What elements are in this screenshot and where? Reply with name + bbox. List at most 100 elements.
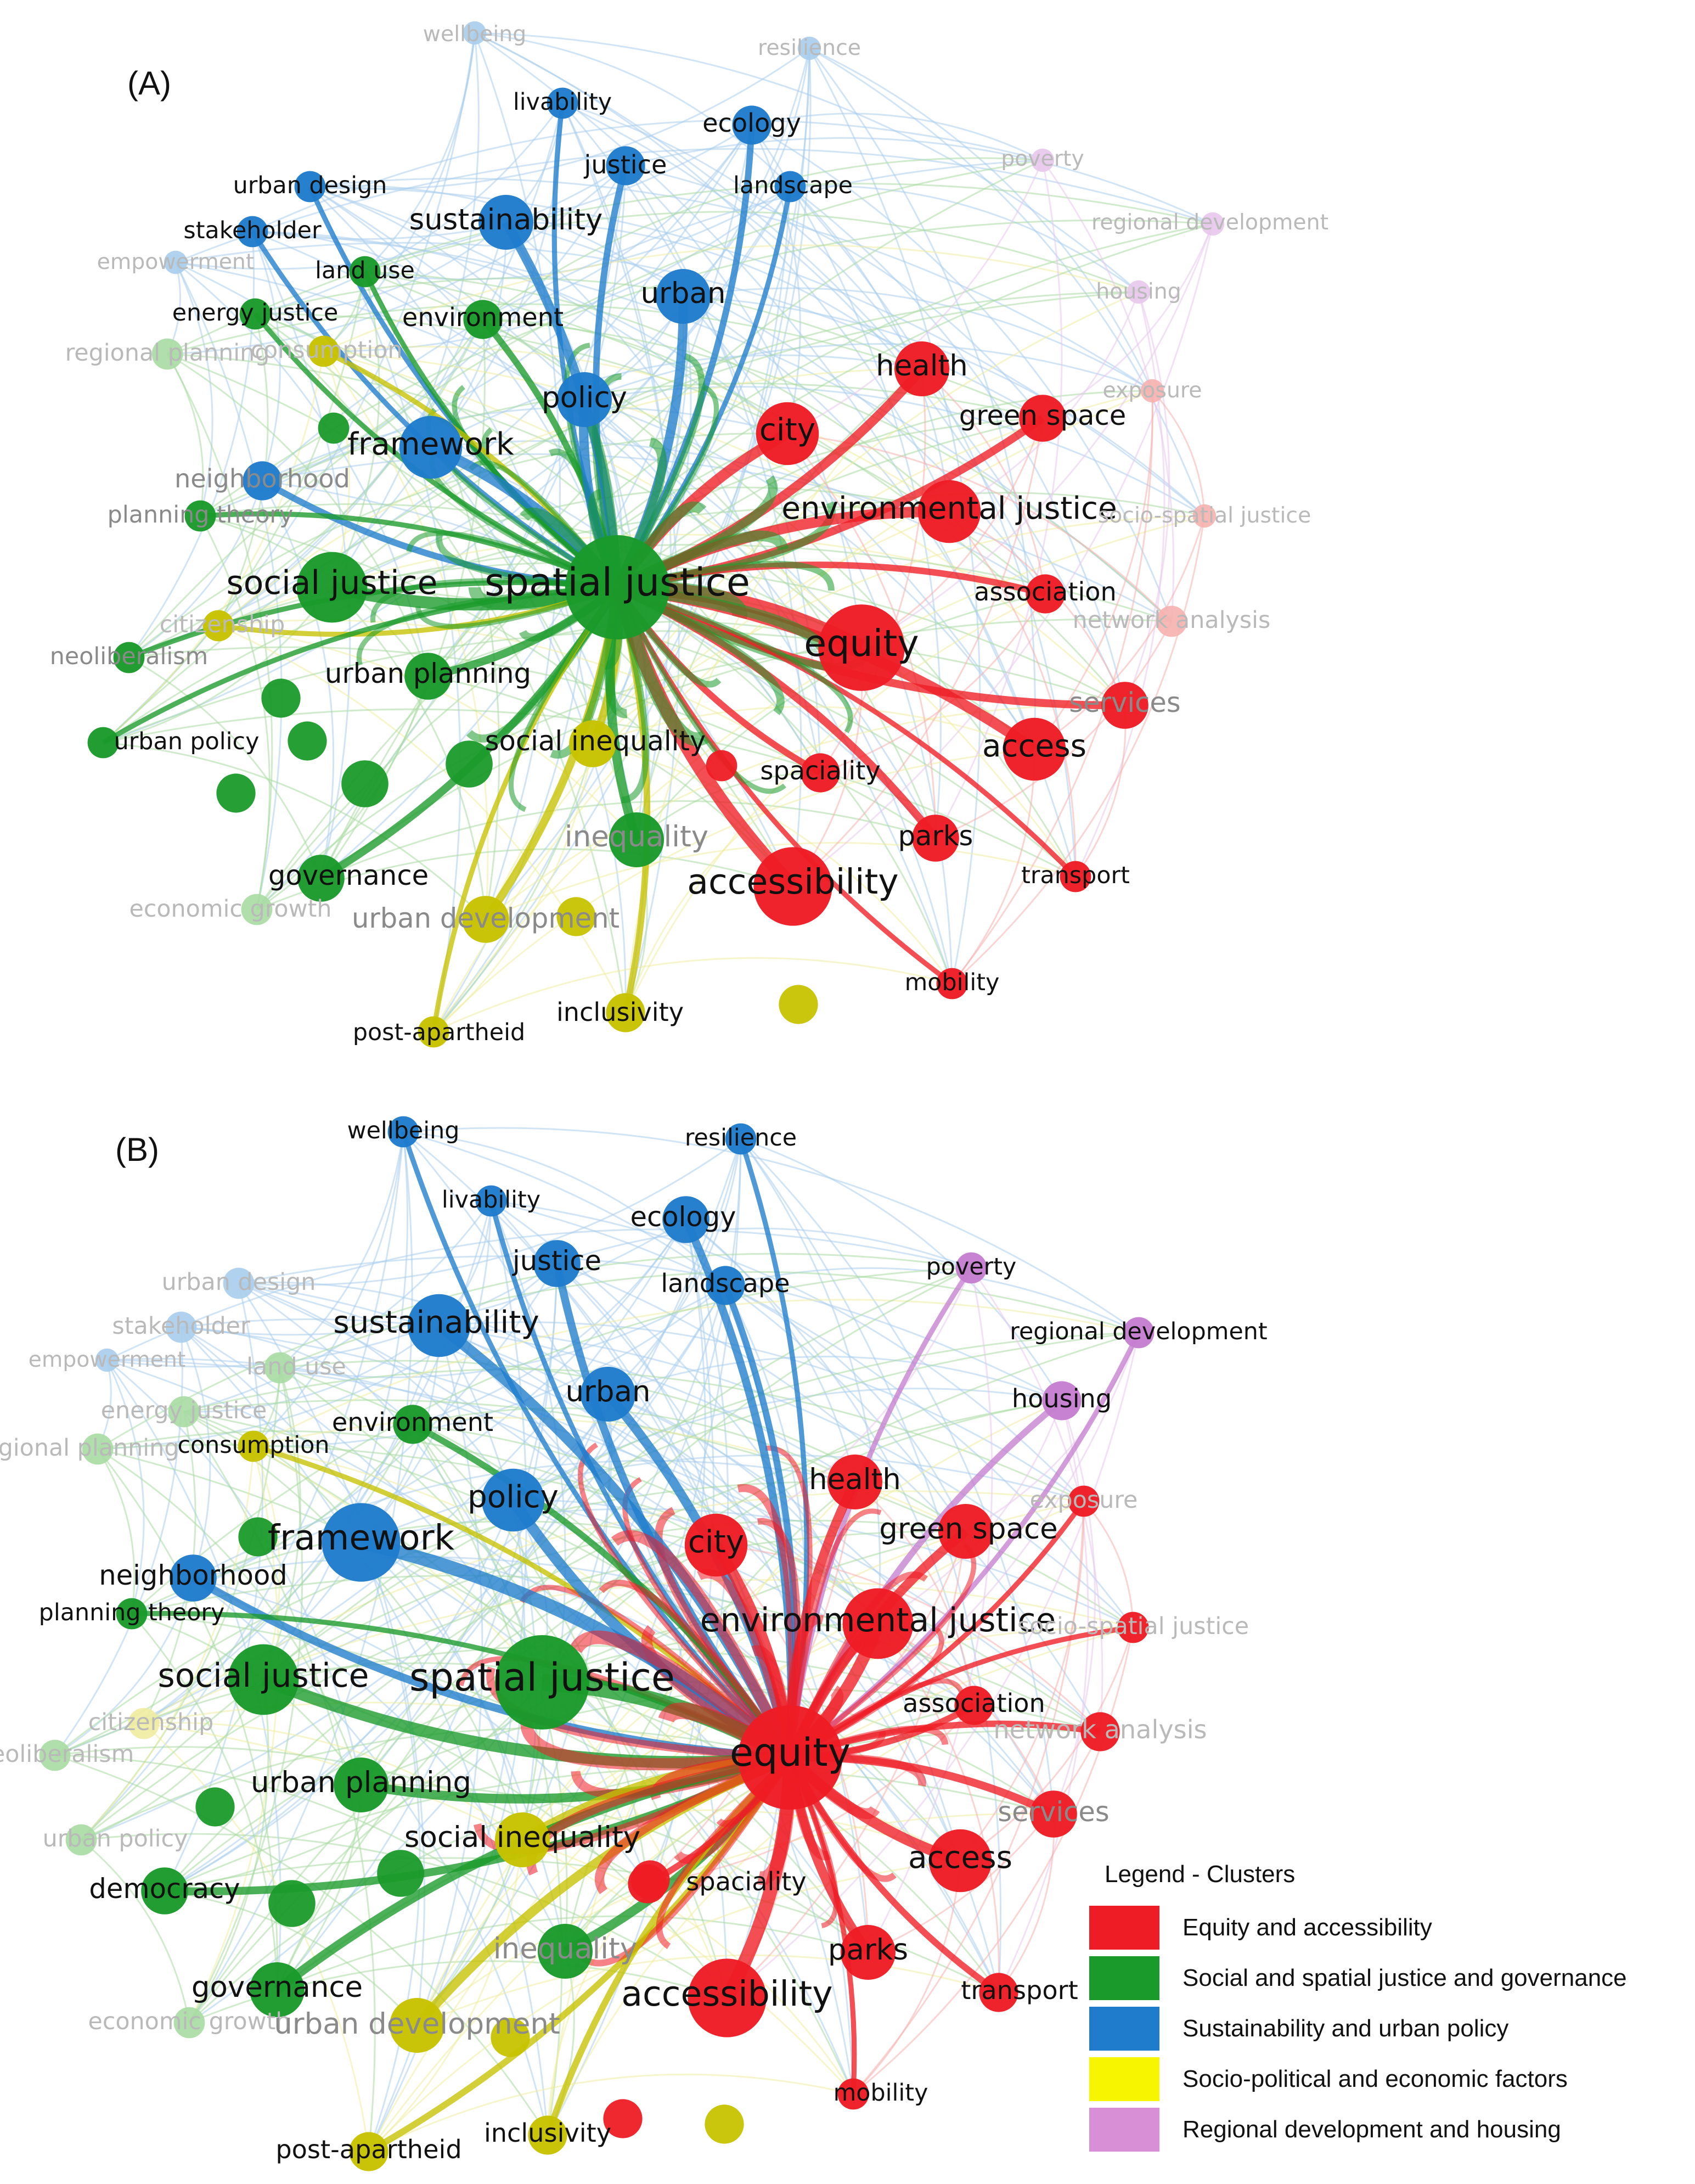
node-spatial-justice xyxy=(495,1635,589,1730)
node-label-consumption: consumption xyxy=(177,1431,329,1459)
node-sustainability xyxy=(407,1294,471,1357)
node-social-justice xyxy=(296,552,368,623)
background-link xyxy=(607,1393,879,1624)
node-label-mobility: mobility xyxy=(905,969,1000,996)
node-label-regional-planning: regional planning xyxy=(0,1434,179,1462)
node-label-land-use: land use xyxy=(246,1353,346,1380)
node-label-accessibility: accessibility xyxy=(687,861,898,902)
background-link xyxy=(427,223,1213,677)
node-label-environmental-justice: environmental justice xyxy=(781,491,1117,526)
background-link xyxy=(54,1577,194,1756)
background-link xyxy=(255,313,821,773)
background-link xyxy=(683,295,1206,517)
background-link xyxy=(188,1679,269,2023)
node-mobility xyxy=(936,968,968,1000)
background-link xyxy=(364,271,1077,877)
node-label-social-inequality: social inequality xyxy=(404,1821,640,1854)
background-link xyxy=(430,354,922,448)
background-link xyxy=(106,1228,972,1361)
background-link xyxy=(625,165,1044,419)
node-label-citizenship: citizenship xyxy=(88,1709,214,1736)
background-link xyxy=(482,318,788,435)
background-link xyxy=(438,1325,537,1840)
background-link xyxy=(1042,223,1214,419)
background-link xyxy=(183,1200,492,1413)
node-sustainability xyxy=(478,195,533,250)
node-label-ecology: ecology xyxy=(630,1201,736,1233)
background-link xyxy=(361,1454,1084,1543)
panel-b-network: (B) wellbeing resilience livability ecology… xyxy=(0,1116,1268,2171)
node-label-planning-theory: planning theory xyxy=(108,501,294,529)
node-label-policy: policy xyxy=(542,381,627,414)
background-link xyxy=(218,368,922,627)
node-social-justice xyxy=(228,1644,299,1715)
node-urban-planning xyxy=(404,653,452,700)
node-label-framework: framework xyxy=(268,1517,455,1558)
node-green-space xyxy=(1019,395,1066,442)
node-network-analysis xyxy=(1156,605,1187,637)
background-link xyxy=(716,1267,972,1546)
background-link xyxy=(97,1262,558,1450)
node-inclusivity xyxy=(606,993,645,1032)
legend-swatch-blue xyxy=(1089,2007,1159,2051)
node-resilience xyxy=(797,36,821,60)
node-urban-planning xyxy=(334,1758,388,1812)
background-link xyxy=(253,1284,726,1447)
node-label-network-analysis: network analysis xyxy=(993,1715,1207,1744)
node-label-ecology: ecology xyxy=(702,108,801,138)
focus-link-tail xyxy=(616,585,853,733)
node-spaciality xyxy=(628,1864,667,1904)
unlabeled-node xyxy=(446,740,493,788)
background-link xyxy=(276,1544,717,1990)
legend-label: Equity and accessibility xyxy=(1182,1914,1432,1941)
background-link xyxy=(416,1400,1062,2026)
node-planning-theory xyxy=(116,1598,148,1630)
node-stakeholder xyxy=(165,1311,197,1343)
node-environment xyxy=(393,1405,432,1444)
background-link xyxy=(740,1138,1063,1401)
background-link xyxy=(432,515,1205,1032)
background-link xyxy=(262,1367,301,1680)
node-label-wellbeing: wellbeing xyxy=(347,1117,460,1144)
background-link xyxy=(128,159,1043,658)
background-link xyxy=(751,124,1173,622)
panel-b-nodes xyxy=(39,1116,1155,2171)
background-link xyxy=(624,593,1046,1013)
panel-a-nodes xyxy=(87,21,1225,1048)
background-link xyxy=(854,1481,975,1706)
background-link xyxy=(188,1367,303,2023)
background-link xyxy=(81,1839,190,2023)
node-urban xyxy=(656,269,711,324)
background-link xyxy=(368,1626,1134,2152)
node-label-spaciality: spaciality xyxy=(760,756,880,785)
node-land-use xyxy=(349,256,381,288)
node-label-resilience: resilience xyxy=(758,35,861,60)
background-link xyxy=(1124,291,1170,706)
background-link xyxy=(164,1767,1054,1892)
node-urban-policy xyxy=(87,727,119,759)
legend-item-justice: Social and spatial justice and governanc… xyxy=(1089,1953,1682,2003)
node-parks xyxy=(841,1925,896,1980)
node-governance xyxy=(250,1962,305,2017)
background-link xyxy=(607,1138,742,1395)
background-link xyxy=(934,160,1063,839)
node-health xyxy=(827,1455,882,1509)
background-link xyxy=(174,262,283,910)
node-label-neoliberalism: neoliberalism xyxy=(0,1741,134,1768)
node-label-city: city xyxy=(759,412,815,448)
background-link xyxy=(584,343,1153,401)
node-access xyxy=(928,1829,992,1893)
panel-a-focus-links xyxy=(102,103,1125,1032)
background-link xyxy=(951,749,1035,984)
background-link xyxy=(183,1368,1084,1502)
focus-link-tail xyxy=(656,1755,793,1949)
background-link xyxy=(131,1613,278,1990)
node-inclusivity xyxy=(528,2115,567,2155)
focus-link-tail xyxy=(577,1755,793,1967)
node-label-stakeholder: stakeholder xyxy=(112,1312,250,1340)
background-link xyxy=(960,1627,1134,1862)
node-equity xyxy=(738,1705,842,1810)
background-link xyxy=(238,1282,1055,1815)
background-link xyxy=(505,221,821,773)
node-label-spaciality: spaciality xyxy=(686,1867,806,1896)
